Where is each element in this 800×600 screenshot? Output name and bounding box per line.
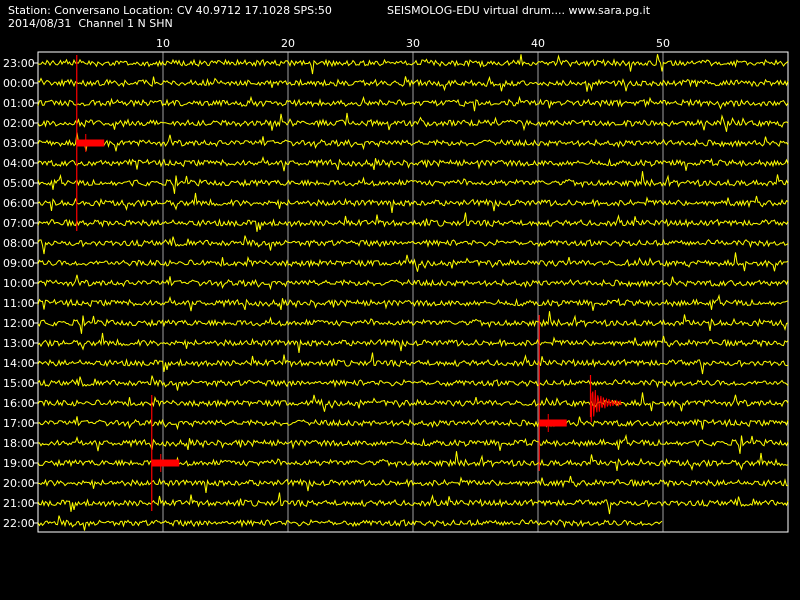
trace-row-0600 [37, 192, 789, 213]
row-label: 06:00 [3, 197, 35, 210]
row-label: 16:00 [3, 397, 35, 410]
row-label: 12:00 [3, 317, 35, 330]
x-tick-label-40: 40 [531, 37, 545, 50]
trace-row-1700 [37, 416, 789, 431]
row-label: 18:00 [3, 437, 35, 450]
event-marker-2 [539, 419, 567, 427]
station-info: Station: Conversano Location: CV 40.9712… [8, 4, 332, 17]
trace-row-1600 [37, 392, 789, 412]
row-label: 09:00 [3, 257, 35, 270]
trace-row-1500 [37, 375, 789, 391]
row-label: 08:00 [3, 237, 35, 250]
trace-row-0200 [37, 112, 789, 132]
trace-row-2300 [37, 54, 789, 75]
row-label: 22:00 [3, 517, 35, 530]
row-label: 07:00 [3, 217, 35, 230]
trace-row-2100 [37, 492, 789, 515]
row-label: 11:00 [3, 297, 35, 310]
trace-row-1200 [37, 311, 789, 334]
row-label: 17:00 [3, 417, 35, 430]
event-burst-3 [590, 389, 622, 423]
event-marker-1 [151, 459, 180, 467]
trace-row-0800 [37, 235, 789, 255]
trace-row-0500 [37, 171, 789, 194]
site-info: SEISMOLOG-EDU virtual drum.... www.sara.… [387, 4, 651, 17]
trace-row-0900 [37, 252, 789, 272]
trace-row-1000 [37, 274, 789, 291]
trace-row-2200 [37, 515, 663, 531]
event-marker-0 [76, 139, 105, 147]
row-label: 21:00 [3, 497, 35, 510]
x-tick-label-50: 50 [656, 37, 670, 50]
trace-row-2000 [37, 475, 788, 493]
trace-row-1300 [37, 332, 789, 353]
trace-row-0700 [37, 212, 789, 232]
row-label: 15:00 [3, 377, 35, 390]
trace-row-0100 [37, 95, 789, 112]
row-label: 23:00 [3, 57, 35, 70]
row-label: 00:00 [3, 77, 35, 90]
row-label: 13:00 [3, 337, 35, 350]
row-label: 02:00 [3, 117, 35, 130]
trace-row-0400 [37, 155, 789, 172]
row-label: 03:00 [3, 137, 35, 150]
trace-row-0000 [37, 75, 789, 92]
x-tick-label-20: 20 [281, 37, 295, 50]
row-label: 14:00 [3, 357, 35, 370]
row-label: 10:00 [3, 277, 35, 290]
row-label: 20:00 [3, 477, 35, 490]
trace-row-1100 [37, 293, 789, 312]
trace-row-1400 [37, 352, 789, 375]
x-tick-label-30: 30 [406, 37, 420, 50]
row-label: 01:00 [3, 97, 35, 110]
trace-row-1800 [37, 433, 789, 454]
row-label: 05:00 [3, 177, 35, 190]
row-label: 19:00 [3, 457, 35, 470]
row-label: 04:00 [3, 157, 35, 170]
date-channel-info: 2014/08/31 Channel 1 N SHN [8, 17, 173, 30]
trace-row-0300 [37, 132, 789, 152]
x-tick-label-10: 10 [156, 37, 170, 50]
